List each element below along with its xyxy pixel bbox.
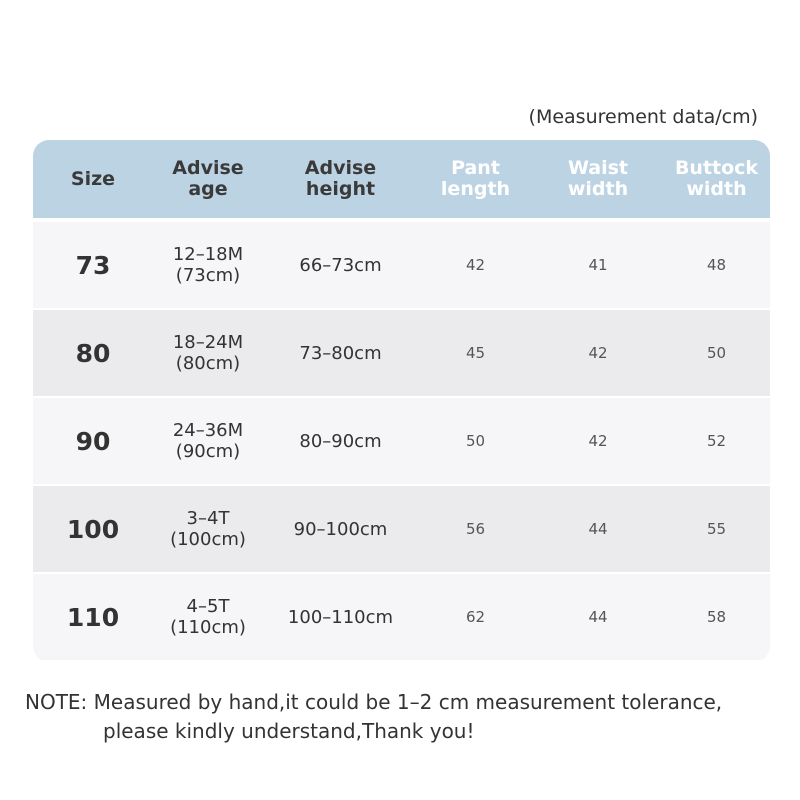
age-height: (80cm) <box>175 353 241 374</box>
size-cell: 90 <box>75 426 111 456</box>
waist-width-cell: 44 <box>588 608 608 626</box>
waist-width-cell: 42 <box>588 432 608 450</box>
age-cell: 12–18M (73cm) <box>153 244 263 286</box>
unit-note: (Measurement data/cm) <box>528 106 758 128</box>
column-header: Waist width <box>567 157 629 200</box>
column-header: Size <box>70 167 116 190</box>
size-cell: 110 <box>66 602 120 632</box>
age-range: 18–24M <box>172 332 244 353</box>
buttock-width-cell: 58 <box>706 608 727 626</box>
note: NOTE: Measured by hand,it could be 1–2 c… <box>25 688 722 746</box>
table-row: 110 4–5T (110cm) 100–110cm 62 44 58 <box>33 574 770 660</box>
waist-width-cell: 44 <box>588 520 608 538</box>
waist-width-cell: 41 <box>588 256 608 274</box>
age-range: 12–18M <box>172 244 244 265</box>
table-row: 90 24–36M (90cm) 80–90cm 50 42 52 <box>33 398 770 484</box>
note-line-2: please kindly understand,Thank you! <box>103 719 475 743</box>
buttock-width-cell: 50 <box>706 344 727 362</box>
column-header: Advise age <box>172 157 244 200</box>
buttock-width-cell: 48 <box>706 256 727 274</box>
column-header: Advise height <box>304 157 377 200</box>
age-cell: 3–4T (100cm) <box>153 508 263 550</box>
height-cell: 66–73cm <box>299 254 382 276</box>
height-cell: 80–90cm <box>299 430 382 452</box>
size-table: Size Advise age Advise height Pant length Wa… <box>33 140 770 662</box>
age-cell: 4–5T (110cm) <box>153 596 263 638</box>
table-row: 100 3–4T (100cm) 90–100cm 56 44 55 <box>33 486 770 572</box>
column-header: Buttock width <box>674 157 759 200</box>
pant-length-cell: 50 <box>465 432 486 450</box>
age-cell: 24–36M (90cm) <box>153 420 263 462</box>
age-height: (73cm) <box>175 265 241 286</box>
size-cell: 73 <box>75 250 111 280</box>
table-row: 73 12–18M (73cm) 66–73cm 42 41 48 <box>33 222 770 308</box>
height-cell: 73–80cm <box>299 342 382 364</box>
age-range: 4–5T <box>186 596 230 617</box>
pant-length-cell: 62 <box>465 608 486 626</box>
table-header: Size Advise age Advise height Pant length Wa… <box>33 140 770 218</box>
age-height: (110cm) <box>170 617 246 638</box>
buttock-width-cell: 55 <box>706 520 727 538</box>
table-row: 80 18–24M (80cm) 73–80cm 45 42 50 <box>33 310 770 396</box>
column-header: Pant length <box>440 157 511 200</box>
buttock-width-cell: 52 <box>706 432 727 450</box>
waist-width-cell: 42 <box>588 344 608 362</box>
age-range: 24–36M <box>172 420 244 441</box>
age-range: 3–4T <box>186 508 230 529</box>
size-cell: 80 <box>75 338 111 368</box>
pant-length-cell: 42 <box>465 256 486 274</box>
height-cell: 90–100cm <box>293 518 388 540</box>
size-cell: 100 <box>66 514 120 544</box>
pant-length-cell: 56 <box>465 520 486 538</box>
age-height: (90cm) <box>175 441 241 462</box>
height-cell: 100–110cm <box>287 606 394 628</box>
note-line-1: NOTE: Measured by hand,it could be 1–2 c… <box>25 690 723 714</box>
age-height: (100cm) <box>170 529 246 550</box>
pant-length-cell: 45 <box>465 344 486 362</box>
age-cell: 18–24M (80cm) <box>153 332 263 374</box>
